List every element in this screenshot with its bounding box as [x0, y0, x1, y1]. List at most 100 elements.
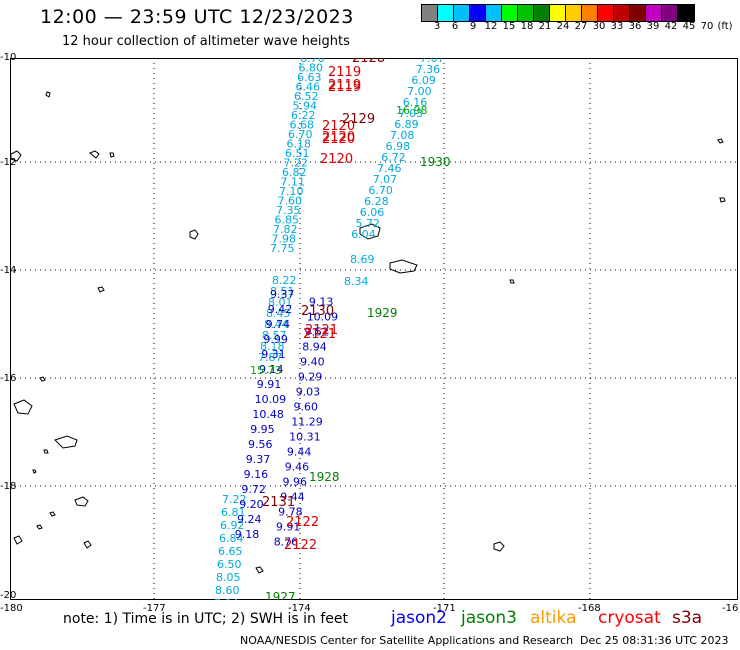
wave-height-reading: 7.00 — [407, 85, 432, 98]
wave-height-reading: 5.94 — [293, 100, 318, 113]
orbit-id-label: 2130 — [301, 304, 334, 319]
legend-altika: altika — [530, 608, 577, 628]
orbit-id-label: 1927 — [265, 590, 296, 600]
map-gridlines — [10, 58, 738, 600]
scale-swatch — [630, 5, 646, 21]
wave-height-reading: 7.35 — [276, 204, 301, 217]
wave-height-reading: 7.11 — [281, 176, 306, 189]
wave-height-reading: 7.22 — [222, 493, 247, 506]
lat-label-18: -18 — [0, 481, 17, 492]
scale-label: 24 — [556, 21, 570, 32]
lon-label-174: -174 — [288, 603, 311, 614]
legend-s3a: s3a — [672, 608, 703, 628]
scale-label: 36 — [628, 21, 642, 32]
wave-height-reading: 6.85 — [275, 214, 300, 227]
lon-label-165: -16 — [722, 603, 739, 614]
wave-height-reading: 7.75 — [270, 242, 295, 255]
wave-height-reading: 9.16 — [244, 468, 269, 481]
scale-label: 70 — [700, 21, 714, 32]
wave-height-reading: 10.48 — [252, 408, 284, 421]
lon-label-171: -171 — [433, 603, 456, 614]
wave-height-reading: 15.73 — [250, 364, 282, 377]
orbit-id-label: 2120 — [320, 152, 353, 167]
wave-height-reading: 7.94 — [214, 597, 239, 600]
legend-jason3: jason3 — [461, 608, 517, 628]
orbit-id-label: 1930 — [420, 155, 451, 169]
wave-height-reading: 8.94 — [302, 341, 327, 354]
scale-swatch — [678, 5, 694, 21]
wave-height-reading: 6.51 — [285, 147, 310, 160]
scale-label: 15 — [502, 21, 516, 32]
wave-height-reading: 6.65 — [218, 545, 243, 558]
scale-label: 42 — [664, 21, 678, 32]
wave-height-reading: 8.60 — [215, 584, 240, 597]
scale-swatch — [454, 5, 470, 21]
wave-height-reading: 6.46 — [296, 81, 321, 94]
wave-height-reading: 6.63 — [297, 71, 322, 84]
scale-swatch — [502, 5, 518, 21]
scale-label: 3 — [433, 21, 441, 32]
timestamp: Dec 25 08:31:36 UTC 2023 — [580, 634, 729, 647]
scale-swatch — [470, 5, 486, 21]
wave-height-reading: 7.87 — [258, 351, 283, 364]
orbit-id-label: 2120 — [322, 130, 355, 145]
wave-height-reading: 6.92 — [220, 519, 245, 532]
wave-height-reading: 7.10 — [279, 185, 304, 198]
coastline-islands — [10, 91, 726, 574]
orbit-id-label: 2122 — [286, 515, 319, 530]
scale-swatch — [422, 5, 438, 21]
orbit-id-label: 2119 — [328, 78, 361, 93]
wave-height-reading: 6.28 — [364, 195, 389, 208]
wave-height-map: 7.077.366.097.006.167.036.897.086.986.72… — [10, 58, 738, 600]
wave-height-reading: 7.07 — [420, 58, 445, 65]
lon-label-180: -180 — [0, 603, 23, 614]
wave-height-reading: 8.57 — [262, 329, 287, 342]
wave-height-reading: 7.22 — [284, 157, 309, 170]
orbit-id-label: 2131 — [262, 495, 295, 510]
wave-height-reading: 9.56 — [248, 438, 273, 451]
map-frame — [10, 58, 738, 600]
wave-height-reading: 10.31 — [289, 431, 321, 444]
wave-height-reading: 10.09 — [307, 311, 339, 324]
scale-label: 45 — [682, 21, 696, 32]
orbit-id-label: 2119 — [328, 80, 361, 95]
altimeter-observations: 7.077.366.097.006.167.036.897.086.986.72… — [214, 58, 451, 600]
wave-height-reading: 9.20 — [239, 498, 264, 511]
wave-height-reading: 9.31 — [261, 348, 286, 361]
wave-height-reading: 8.18 — [260, 340, 285, 353]
scale-swatch — [534, 5, 550, 21]
wave-height-reading: 7.60 — [278, 195, 303, 208]
scale-label: 18 — [520, 21, 534, 32]
footer-note: note: 1) Time is in UTC; 2) SWH is in fe… — [63, 611, 349, 627]
orbit-id-label: 1929 — [367, 306, 398, 320]
wave-height-reading: 16.98 — [396, 104, 428, 117]
scale-label: 33 — [610, 21, 624, 32]
scale-label: 39 — [646, 21, 660, 32]
wave-height-reading: 8.76 — [274, 536, 299, 549]
wave-height-reading: 6.70 — [368, 184, 393, 197]
wave-height-reading: 11.29 — [291, 416, 323, 429]
wave-height-reading: 7.07 — [373, 173, 398, 186]
wave-height-reading: 6.04 — [351, 228, 376, 241]
wave-height-reading: 8.44 — [264, 318, 289, 331]
wave-height-reading: 6.82 — [282, 166, 307, 179]
lat-label-12: -12 — [0, 157, 17, 168]
wave-height-reading: 6.22 — [291, 109, 316, 122]
orbit-id-label: 2129 — [342, 112, 375, 127]
wave-height-reading: 10.09 — [255, 393, 287, 406]
wave-height-reading: 9.29 — [298, 371, 323, 384]
wave-height-reading: 9.14 — [259, 363, 284, 376]
wave-height-reading: 5.72 — [356, 217, 381, 230]
scale-swatch — [582, 5, 598, 21]
chart-title: 12:00 — 23:59 UTC 12/23/2023 — [40, 6, 354, 28]
wave-height-reading: 6.06 — [360, 206, 385, 219]
wave-height-reading: 9.24 — [237, 513, 262, 526]
wave-height-reading: 6.16 — [403, 96, 428, 109]
lat-label-10: -10 — [0, 52, 17, 63]
scale-swatch — [486, 5, 502, 21]
scale-swatch — [646, 5, 662, 21]
wave-height-reading: 8.01 — [268, 296, 293, 309]
wave-height-reading: 9.96 — [283, 476, 308, 489]
orbit-id-label: 2120 — [322, 119, 355, 134]
scale-swatch — [598, 5, 614, 21]
